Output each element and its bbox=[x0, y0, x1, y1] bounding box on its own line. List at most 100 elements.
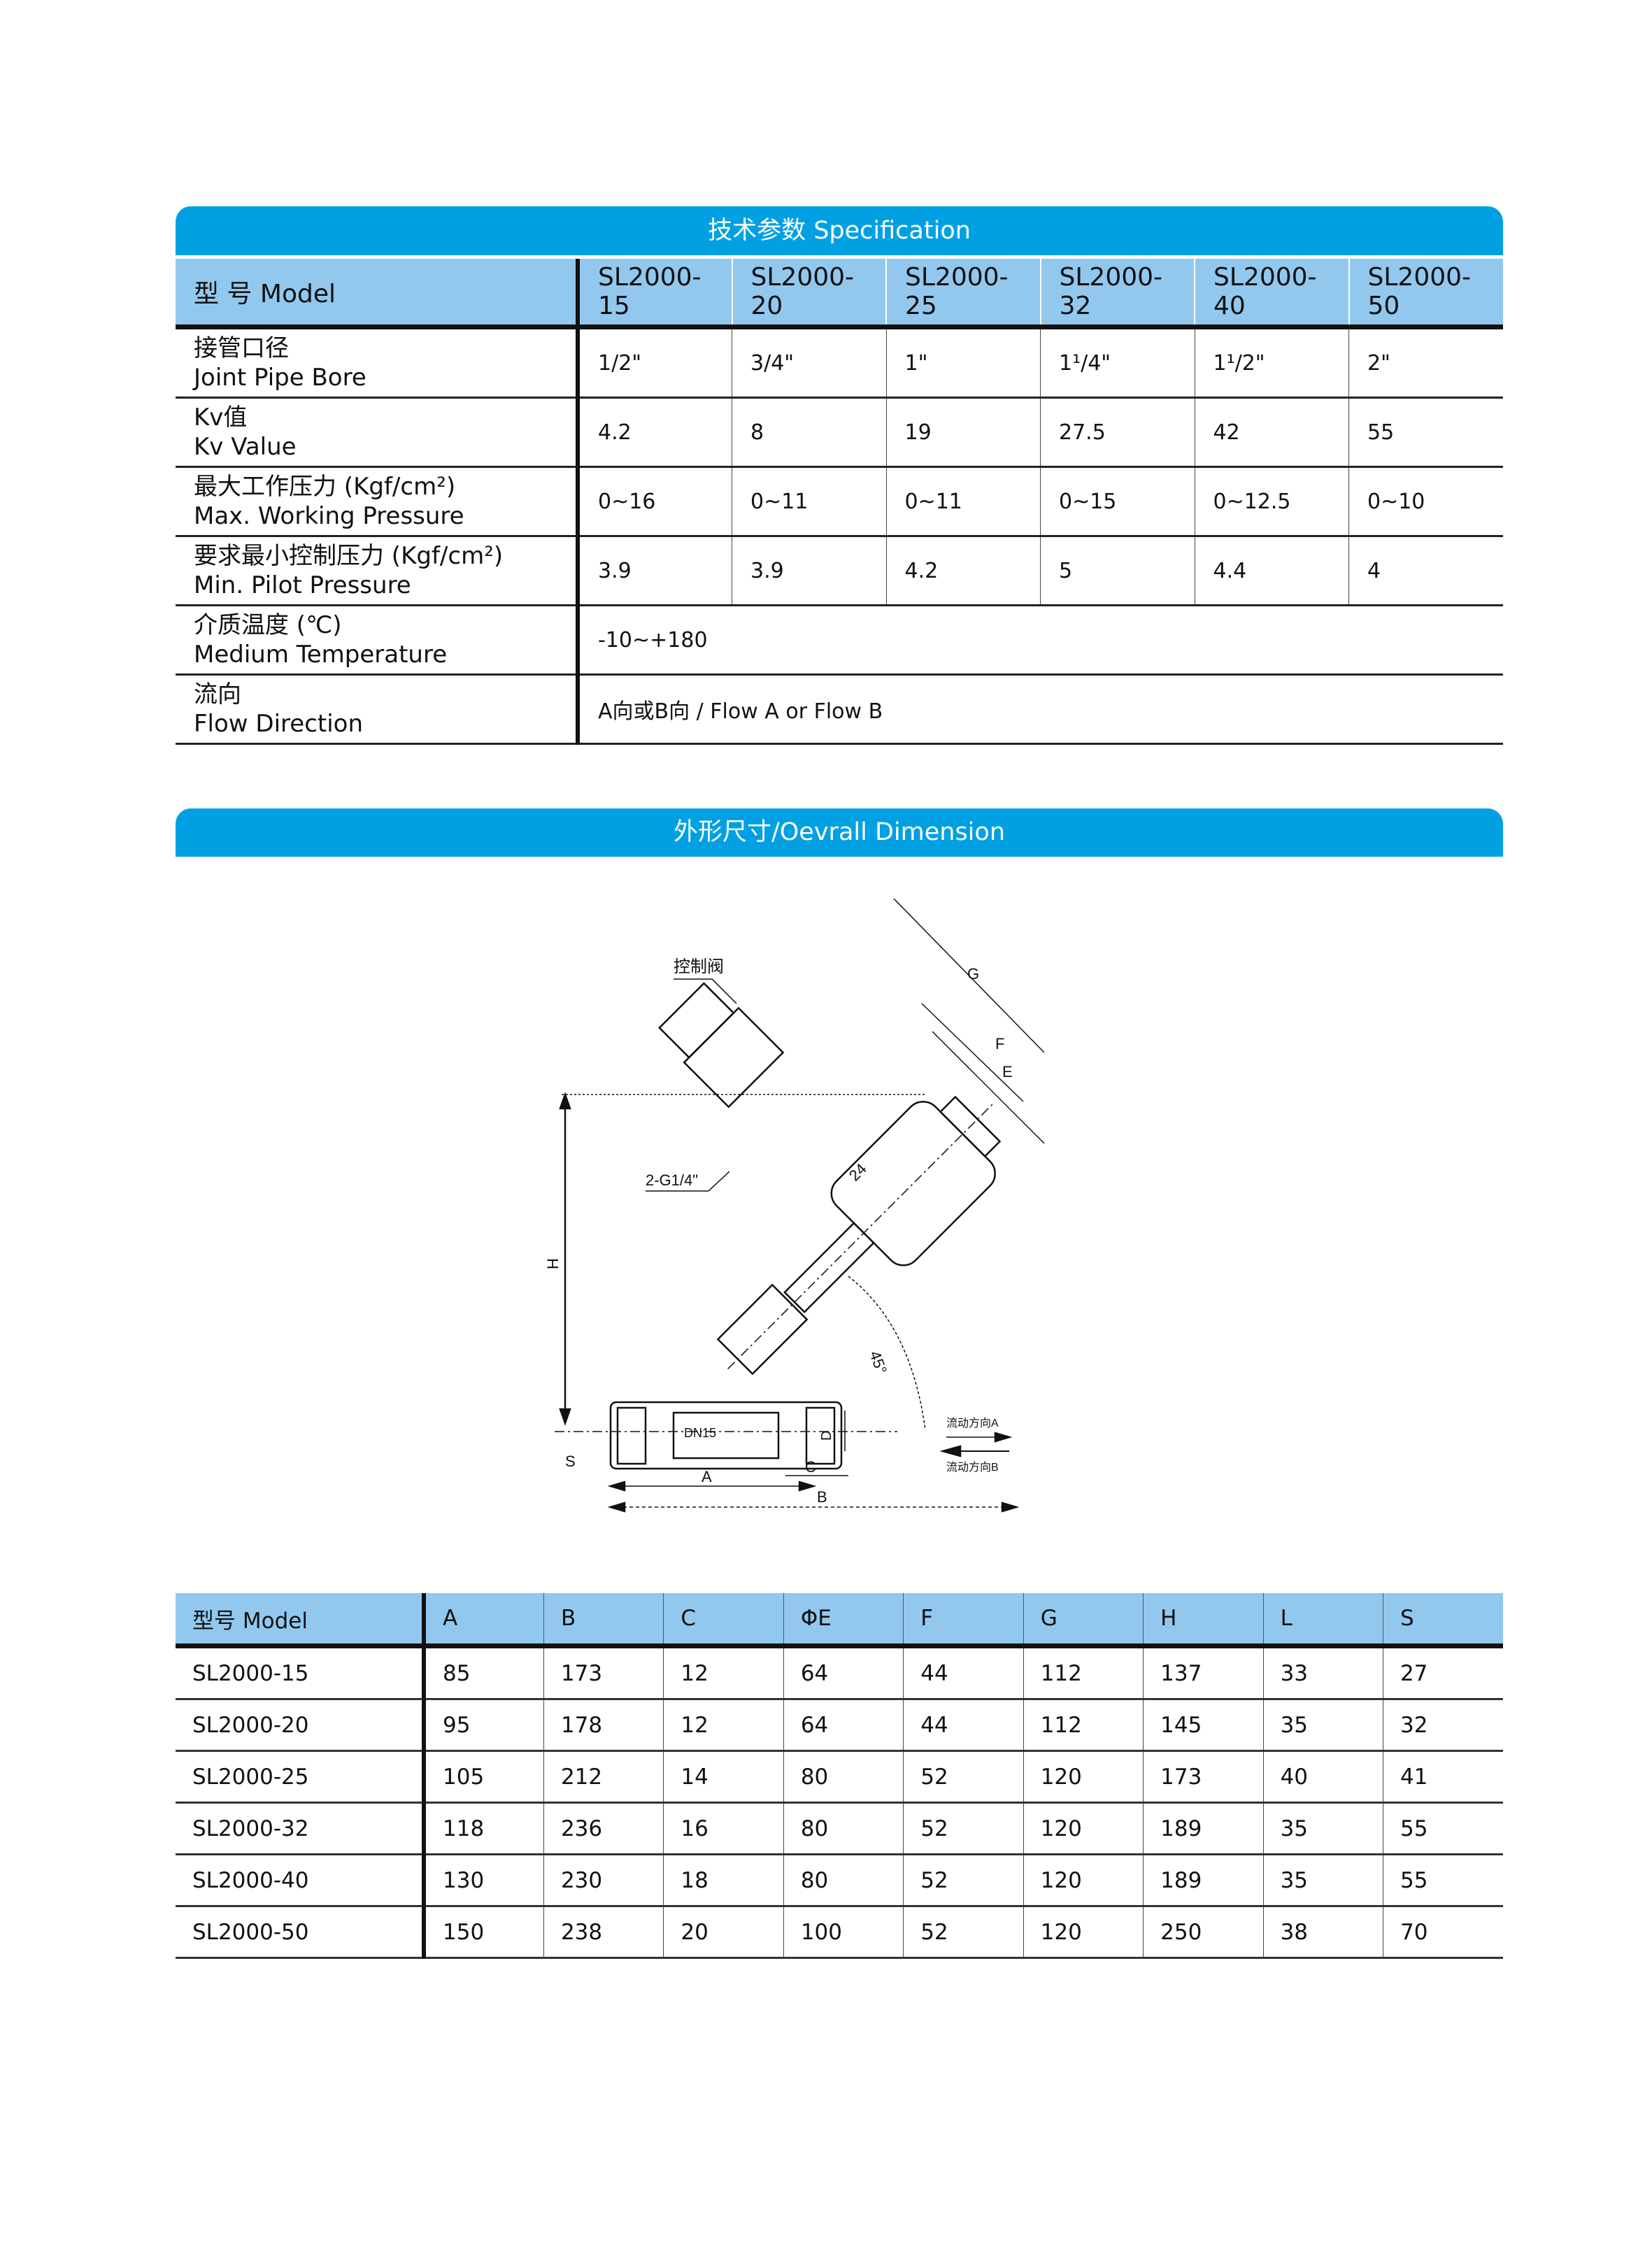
spec-header-cell: SL2000-15 bbox=[577, 259, 732, 329]
label-flow-b: 流动方向B bbox=[946, 1461, 999, 1474]
spec-cell: 4.2 bbox=[577, 397, 732, 468]
dim-header-cell: S bbox=[1383, 1593, 1503, 1648]
spec-header-cell: SL2000-40 bbox=[1194, 259, 1349, 329]
label-e: E bbox=[1002, 1063, 1013, 1080]
dim-cell: 238 bbox=[543, 1906, 664, 1959]
label-g: G bbox=[967, 965, 979, 983]
spec-row-label: 介质温度 (℃) Medium Temperature bbox=[176, 605, 580, 676]
spec-cell: 0~12.5 bbox=[1194, 466, 1349, 537]
dim-cell: 189 bbox=[1143, 1802, 1264, 1855]
dim-cell: SL2000-32 bbox=[176, 1802, 426, 1855]
spec-cell: 4 bbox=[1348, 536, 1503, 606]
dim-header-row: 型号 Model A B C ΦE F G H L S bbox=[176, 1593, 1503, 1648]
dim-row: SL2000-20 95 178 12 64 44 112 145 35 32 bbox=[176, 1699, 1503, 1752]
dim-cell: 70 bbox=[1383, 1906, 1503, 1959]
bonnet bbox=[716, 1283, 809, 1376]
dim-cell: 95 bbox=[423, 1699, 544, 1752]
dim-header-cell: L bbox=[1262, 1593, 1383, 1648]
spec-cell-span: A向或B向 / Flow A or Flow B bbox=[577, 674, 1503, 745]
label-port: 2-G1/4" bbox=[646, 1171, 698, 1189]
spec-cell: 3/4" bbox=[732, 327, 886, 399]
spec-header-cell: SL2000-20 bbox=[731, 259, 886, 329]
spec-cell: 3.9 bbox=[577, 536, 732, 606]
dim-header-cell: A bbox=[423, 1593, 544, 1648]
dim-cell: 64 bbox=[783, 1646, 904, 1700]
spec-cell: 4.2 bbox=[885, 536, 1041, 606]
dim-cell: 14 bbox=[663, 1750, 784, 1804]
spec-row-label: Kv值 Kv Value bbox=[176, 397, 580, 468]
spec-cell: 1" bbox=[885, 327, 1041, 399]
spec-cell: 0~11 bbox=[732, 466, 886, 537]
dim-cell: 212 bbox=[543, 1750, 664, 1804]
dim-cell: 80 bbox=[783, 1750, 904, 1804]
dim-cell: SL2000-20 bbox=[176, 1699, 426, 1752]
spec-row: 要求最小控制压力 (Kgf/cm²) Min. Pilot Pressure 3.9… bbox=[176, 536, 1503, 606]
spec-cell-span: -10~+180 bbox=[577, 605, 1503, 676]
spec-row: Kv值 Kv Value 4.2 8 19 27.5 42 55 bbox=[176, 397, 1503, 468]
valve-dimension-drawing: H DN15 控制阀 2-G1/4" 24 G F E 45° D C A B … bbox=[544, 898, 1045, 1513]
dim-cell: 230 bbox=[543, 1854, 664, 1907]
dim-cell: 44 bbox=[903, 1699, 1024, 1752]
dim-cell: 105 bbox=[423, 1750, 544, 1804]
dim-cell: 35 bbox=[1262, 1699, 1383, 1752]
dim-header-cell: ΦE bbox=[783, 1593, 904, 1648]
dim-cell: 112 bbox=[1023, 1646, 1144, 1700]
spec-cell: 4.4 bbox=[1194, 536, 1349, 606]
dim-cell: 178 bbox=[543, 1699, 664, 1752]
dim-cell: 120 bbox=[1023, 1906, 1144, 1959]
dim-cell: 120 bbox=[1023, 1802, 1144, 1855]
dim-header-cell: F bbox=[903, 1593, 1024, 1648]
spec-label-cn: 介质温度 (℃) bbox=[194, 611, 342, 639]
control-valve-body bbox=[683, 1006, 785, 1108]
spec-cell: 2" bbox=[1348, 327, 1503, 399]
dim-cell: 130 bbox=[423, 1854, 544, 1907]
spec-row: 最大工作压力 (Kgf/cm²) Max. Working Pressure 0~1… bbox=[176, 466, 1503, 537]
spec-row: 介质温度 (℃) Medium Temperature -10~+180 bbox=[176, 605, 1503, 676]
dim-cell: 52 bbox=[903, 1906, 1024, 1959]
dim-header-cell: B bbox=[543, 1593, 664, 1648]
dim-cell: 55 bbox=[1383, 1802, 1503, 1855]
spec-label-en: Joint Pipe Bore bbox=[194, 364, 366, 392]
label-angle: 45° bbox=[866, 1348, 890, 1376]
spec-cell: 5 bbox=[1040, 536, 1195, 606]
spec-label-cn: 流向 bbox=[194, 680, 241, 708]
label-24: 24 bbox=[846, 1160, 870, 1185]
dim-cell: 137 bbox=[1143, 1646, 1264, 1700]
dim-header-cell: C bbox=[663, 1593, 784, 1648]
dim-cell: 16 bbox=[663, 1802, 784, 1855]
label-a: A bbox=[702, 1468, 712, 1485]
spec-row: 流向 Flow Direction A向或B向 / Flow A or Flow B bbox=[176, 674, 1503, 745]
dim-cell: 118 bbox=[423, 1802, 544, 1855]
dim-cell: 236 bbox=[543, 1802, 664, 1855]
label-f: F bbox=[995, 1035, 1004, 1053]
spec-cell: 27.5 bbox=[1040, 397, 1195, 468]
dim-header-cell: 型号 Model bbox=[176, 1593, 426, 1648]
dim-header-cell: H bbox=[1143, 1593, 1264, 1648]
dim-cell: SL2000-40 bbox=[176, 1854, 426, 1907]
dim-cell: 120 bbox=[1023, 1750, 1144, 1804]
dim-row: SL2000-25 105 212 14 80 52 120 173 40 41 bbox=[176, 1750, 1503, 1804]
dim-cell: 18 bbox=[663, 1854, 784, 1907]
dim-cell: SL2000-50 bbox=[176, 1906, 426, 1959]
label-d: D bbox=[819, 1431, 834, 1441]
spec-label-cn: 最大工作压力 (Kgf/cm²) bbox=[194, 473, 456, 501]
dim-cell: 35 bbox=[1262, 1854, 1383, 1907]
spec-header-cell: SL2000-32 bbox=[1039, 259, 1195, 329]
spec-label-en: Min. Pilot Pressure bbox=[194, 571, 411, 599]
dim-cell: 112 bbox=[1023, 1699, 1144, 1752]
dim-cell: 145 bbox=[1143, 1699, 1264, 1752]
dim-cell: 12 bbox=[663, 1646, 784, 1700]
dim-cell: 20 bbox=[663, 1906, 784, 1959]
spec-cell: 19 bbox=[885, 397, 1041, 468]
spec-cell: 42 bbox=[1194, 397, 1349, 468]
spec-cell: 0~10 bbox=[1348, 466, 1503, 537]
label-h: H bbox=[544, 1258, 562, 1269]
dim-cell: 55 bbox=[1383, 1854, 1503, 1907]
dim-cell: 12 bbox=[663, 1699, 784, 1752]
dim-row: SL2000-50 150 238 20 100 52 120 250 38 70 bbox=[176, 1906, 1503, 1959]
spec-cell: 8 bbox=[732, 397, 886, 468]
spec-cell: 0~16 bbox=[577, 466, 732, 537]
dim-cell: SL2000-25 bbox=[176, 1750, 426, 1804]
spec-cell: 3.9 bbox=[732, 536, 886, 606]
spec-header-cell: SL2000-25 bbox=[885, 259, 1041, 329]
